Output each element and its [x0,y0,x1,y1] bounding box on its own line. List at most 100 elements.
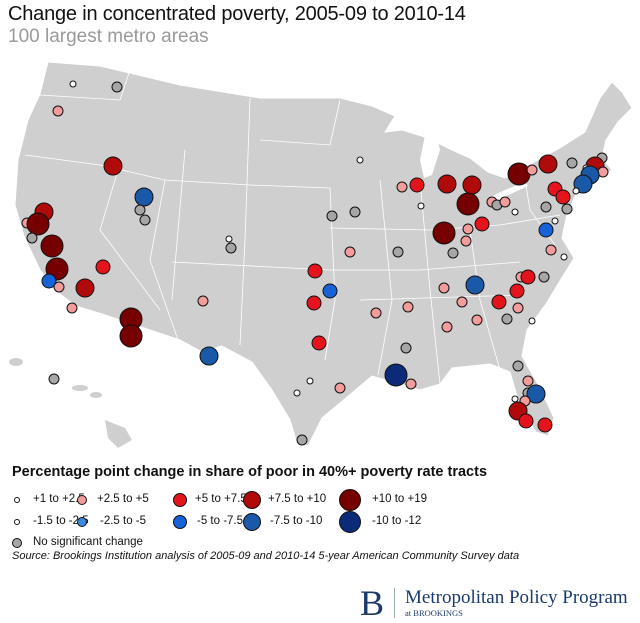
legend-label-n5: -10 to -12 [372,515,422,527]
metro-marker-p3 [474,216,490,232]
metro-marker-p4 [462,175,482,195]
metro-marker-p1 [225,235,233,243]
logo-letter: B [360,583,385,623]
metro-marker-p2 [334,382,346,394]
legend-label-p4: +7.5 to +10 [268,493,327,505]
legend-swatch-n5 [339,511,361,533]
metro-marker-p1 [511,208,519,216]
inset-island [105,420,132,448]
logo-divider [394,588,396,618]
metro-marker-p5 [456,192,480,216]
metro-marker-p2 [66,302,78,314]
metro-marker-p3 [491,294,507,310]
metro-marker-p3 [537,417,553,433]
metro-marker-n4 [526,384,546,404]
inset-island [90,392,102,398]
metro-marker-ns [400,342,412,354]
metro-marker-ns [540,201,552,213]
metro-marker-p5 [432,221,456,245]
metro-marker-p3 [306,295,322,311]
metro-marker-n5 [384,363,408,387]
logo-org: at BROOKINGS [405,608,463,618]
metro-marker-p2 [52,105,64,117]
legend-swatch-n3 [173,515,187,529]
map-title: Change in concentrated poverty, 2005-09 … [8,3,466,25]
metro-marker-n3 [322,283,338,299]
metro-marker-p2 [512,302,524,314]
metro-marker-ns [349,206,361,218]
metro-marker-p2 [526,164,538,176]
metro-marker-n3 [41,273,57,289]
metro-marker-ns [392,246,404,258]
metro-marker-p3 [409,177,425,193]
metro-marker-ns [512,360,524,372]
metro-marker-p2 [597,166,609,178]
inset-island [9,358,23,366]
metro-marker-p5 [26,212,50,236]
legend-swatch-p1 [14,497,20,503]
metro-marker-p2 [344,246,356,258]
legend-label-n2: -2.5 to -5 [100,515,147,527]
metro-marker-p3 [311,335,327,351]
metro-marker-n4 [465,275,485,295]
metro-marker-p5 [40,234,64,258]
lake-michigan [420,128,440,178]
legend-swatch-p4 [243,491,261,509]
metro-marker-ns [447,247,459,259]
metro-marker-p4 [437,174,457,194]
metro-marker-ns [296,434,308,446]
metro-marker-p5 [507,162,531,186]
legend-label-p3: +5 to +7.5 [195,493,247,505]
legend-label-p2: +2.5 to +5 [97,493,149,505]
metro-marker-p2 [402,301,414,313]
metro-marker-p1 [572,187,580,195]
logo-program: Metropolitan Policy Program [405,587,628,608]
metro-marker-p2 [396,181,408,193]
metro-marker-ns [538,271,550,283]
metro-marker-ns [26,232,38,244]
legend-swatch-n1 [14,519,20,525]
map-subtitle: 100 largest metro areas [8,26,209,47]
legend-swatch-ns [12,538,22,548]
metro-marker-p3 [555,189,571,205]
legend-label-ns: No significant change [33,536,143,548]
metro-marker-p4 [538,154,558,174]
metro-marker-p2 [405,378,417,390]
legend-swatch-n4 [243,513,261,531]
metro-marker-p2 [438,282,450,294]
metro-marker-ns [134,204,146,216]
metro-marker-p2 [460,235,472,247]
legend-heading: Percentage point change in share of poor… [12,464,488,480]
metro-marker-ns [566,157,578,169]
source-note: Source: Brookings Institution analysis o… [12,550,520,562]
state-borders [24,69,561,385]
legend-swatch-n2 [77,517,87,527]
legend-label-n3: -5 to -7.5 [197,515,244,527]
metro-marker-p2 [456,296,468,308]
metro-marker-p2 [522,375,534,387]
legend-label-p1: +1 to +2.5 [33,493,85,505]
metro-marker-n4 [199,346,219,366]
metro-marker-p1 [528,317,536,325]
legend-swatch-p3 [173,493,187,507]
metro-marker-p1 [306,377,314,385]
metro-marker-p4 [75,278,95,298]
metro-marker-p1 [560,253,568,261]
metro-marker-p2 [197,295,209,307]
metro-marker-p1 [69,80,77,88]
metro-marker-p3 [520,269,536,285]
legend-swatch-p5 [339,489,361,511]
metro-marker-p1 [356,156,364,164]
metro-marker-p4 [103,156,123,176]
metro-marker-n4 [573,174,593,194]
metro-marker-p2 [499,196,511,208]
metro-marker-p2 [462,223,474,235]
metro-marker-p2 [370,307,382,319]
metro-marker-ns [501,313,513,325]
metro-marker-p3 [95,259,111,275]
brookings-logo: B Metropolitan Policy Program at BROOKIN… [360,585,628,621]
inset-island [72,385,88,391]
us-mainland [14,61,633,447]
us-map [9,61,633,448]
metro-marker-ns [111,81,123,93]
